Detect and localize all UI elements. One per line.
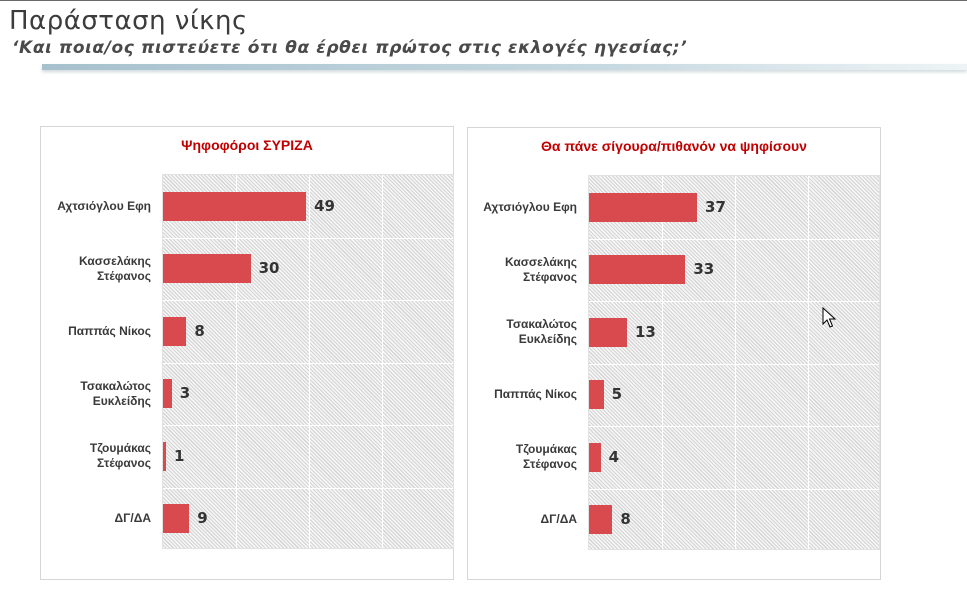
category-label-line: Ευκλείδης (92, 393, 151, 408)
horizontal-gridline (163, 425, 453, 426)
plot-area: Αχτσιόγλου Εφη 49 Κασσελάκης Στέφανος 30 Παππ… (57, 174, 454, 549)
data-label: 8 (194, 321, 205, 340)
bar-αχτσιόγλου-εφη (589, 192, 698, 222)
vertical-gridline (735, 176, 736, 549)
category-label-line: Αχτσιόγλου Εφη (483, 199, 577, 214)
plot-area: Αχτσιόγλου Εφη 37 Κασσελάκης Στέφανος 33 Τσακ… (483, 175, 880, 550)
horizontal-gridline (163, 300, 453, 301)
horizontal-gridline (589, 489, 879, 490)
horizontal-gridline (589, 301, 879, 302)
category-label-line: Τσακαλώτος (80, 378, 151, 393)
category-label: Κασσελάκης Στέφανος (31, 254, 151, 284)
chart-panel-syriza-voters: Ψηφοφόροι ΣΥΡΙΖΑ Αχτσιόγλου Εφη 49 Κασσελά… (40, 126, 454, 580)
bar-τσακαλώτος-ευκλείδης (589, 317, 627, 347)
vertical-gridline (382, 175, 383, 548)
category-label-line: Παππάς Νίκος (68, 323, 151, 338)
bar-τσακαλώτος-ευκλείδης (163, 379, 172, 409)
category-label: Αχτσιόγλου Εφη (31, 199, 151, 214)
data-label: 30 (258, 259, 280, 278)
category-label-line: Ευκλείδης (518, 332, 577, 347)
page-subtitle: ‘Και ποια/ος πιστεύετε ότι θα έρθει πρώτ… (12, 38, 688, 58)
horizontal-gridline (589, 426, 879, 427)
horizontal-gridline (163, 363, 453, 364)
category-label-line: ΔΓ/ΔΑ (114, 511, 151, 526)
vertical-gridline (662, 176, 663, 549)
category-label: ΔΓ/ΔΑ (457, 512, 577, 527)
data-label: 8 (620, 510, 631, 529)
data-label: 33 (693, 260, 715, 279)
data-label: 3 (179, 384, 191, 403)
category-label-line: Τζουμάκας (89, 441, 151, 456)
category-label: Τζουμάκας Στέφανος (457, 442, 577, 472)
category-label: ΔΓ/ΔΑ (31, 511, 151, 526)
data-label: 13 (634, 322, 656, 341)
data-label: 1 (174, 446, 185, 465)
mouse-cursor-icon (822, 307, 836, 328)
category-label: Τζουμάκας Στέφανος (31, 441, 151, 471)
bar-κασσελάκης-στέφανος (589, 255, 686, 285)
bar-τζουμάκας-στέφανος (163, 441, 166, 471)
category-label-line: Κασσελάκης (504, 254, 577, 269)
category-label: Παππάς Νίκος (31, 324, 151, 339)
data-label: 37 (705, 197, 726, 216)
horizontal-gridline (163, 488, 453, 489)
chart-title: Ψηφοφόροι ΣΥΡΙΖΑ (181, 137, 313, 153)
category-label: Τσακαλώτος Ευκλείδης (31, 379, 151, 409)
category-label-line: Τζουμάκας (515, 442, 577, 457)
data-label: 5 (611, 385, 623, 404)
page-title: Παράσταση νίκης (9, 6, 248, 36)
category-label-line: Στέφανος (523, 457, 577, 472)
bar-κασσελάκης-στέφανος (163, 254, 251, 284)
category-label-line: Στέφανος (97, 268, 151, 283)
bar-δγ-δα (163, 504, 190, 534)
bar-παππάς-νίκος (589, 380, 604, 410)
category-label-line: Τσακαλώτος (506, 317, 577, 332)
category-label-line: Στέφανος (97, 456, 151, 471)
top-border-line (0, 0, 967, 1)
data-label: 49 (314, 196, 335, 215)
category-label: Παππάς Νίκος (457, 387, 577, 402)
vertical-gridline (808, 176, 809, 549)
category-label-line: Κασσελάκης (78, 253, 151, 268)
data-label: 4 (608, 447, 620, 466)
horizontal-gridline (163, 238, 453, 239)
category-label: Κασσελάκης Στέφανος (457, 255, 577, 285)
category-label-line: ΔΓ/ΔΑ (540, 512, 577, 527)
horizontal-gridline (589, 239, 879, 240)
chart-panel-likely-voters: Θα πάνε σίγουρα/πιθανόν να ψηφίσουν Αχτσ… (467, 127, 881, 580)
category-label-line: Αχτσιόγλου Εφη (57, 198, 151, 213)
title-underline (42, 64, 967, 70)
category-label: Τσακαλώτος Ευκλείδης (457, 317, 577, 347)
category-label: Αχτσιόγλου Εφη (457, 200, 577, 215)
category-label-line: Παππάς Νίκος (494, 387, 577, 402)
data-label: 9 (197, 509, 208, 528)
bar-αχτσιόγλου-εφη (163, 191, 307, 221)
vertical-gridline (309, 175, 310, 548)
horizontal-gridline (589, 364, 879, 365)
vertical-gridline (236, 175, 237, 548)
bar-τζουμάκας-στέφανος (589, 442, 601, 472)
bar-παππάς-νίκος (163, 316, 187, 346)
category-label-line: Στέφανος (523, 269, 577, 284)
bar-δγ-δα (589, 505, 613, 535)
chart-title: Θα πάνε σίγουρα/πιθανόν να ψηφίσουν (541, 138, 807, 154)
